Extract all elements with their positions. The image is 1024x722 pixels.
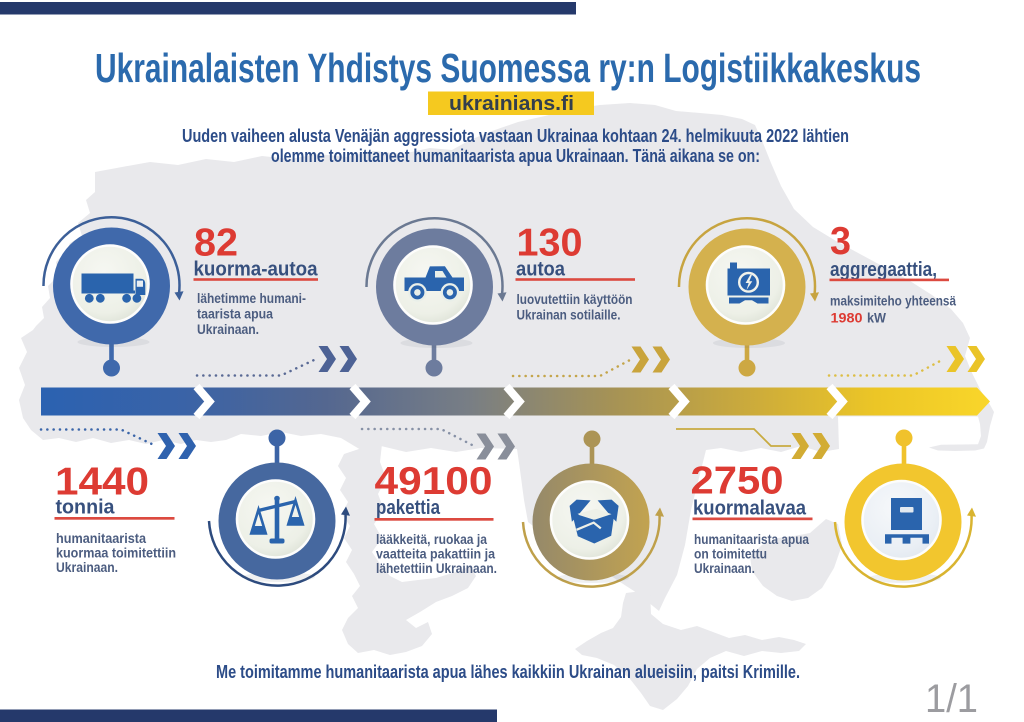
svg-text:lääkkeitä, ruokaa ja: lääkkeitä, ruokaa ja: [376, 531, 487, 547]
svg-text:aggregaattia,: aggregaattia,: [830, 259, 937, 281]
svg-text:olemme toimittaneet humanitaar: olemme toimittaneet humanitaarista apua …: [271, 146, 760, 166]
svg-text:luovutettiin käyttöön: luovutettiin käyttöön: [517, 291, 633, 307]
svg-text:Ukrainalaisten Yhdistys Suomes: Ukrainalaisten Yhdistys Suomessa ry:n Lo…: [95, 45, 921, 91]
svg-text:taarista apua: taarista apua: [197, 306, 273, 322]
svg-text:on toimitettu: on toimitettu: [694, 546, 767, 562]
svg-text:82: 82: [194, 222, 238, 265]
svg-text:Ukrainaan.: Ukrainaan.: [694, 560, 755, 576]
svg-text:1/1: 1/1: [925, 677, 978, 721]
svg-text:kuormaa toimitettiin: kuormaa toimitettiin: [56, 545, 176, 561]
svg-text:lähetettiin Ukrainaan.: lähetettiin Ukrainaan.: [376, 560, 497, 576]
svg-text:humanitaarista: humanitaarista: [56, 530, 146, 546]
svg-text:Ukrainaan.: Ukrainaan.: [197, 321, 259, 337]
svg-text:1440: 1440: [55, 461, 149, 504]
svg-text:pakettia: pakettia: [376, 497, 441, 519]
svg-text:maksimiteho yhteensä: maksimiteho yhteensä: [830, 293, 956, 309]
svg-text:130: 130: [517, 222, 583, 265]
svg-text:1980: 1980: [831, 310, 863, 326]
svg-text:vaatteita pakattiin ja: vaatteita pakattiin ja: [376, 546, 495, 562]
svg-text:kuormalavaa: kuormalavaa: [693, 498, 807, 520]
svg-text:ukrainians.fi: ukrainians.fi: [449, 93, 574, 115]
svg-text:Ukrainaan.: Ukrainaan.: [56, 559, 118, 575]
svg-text:autoa: autoa: [516, 259, 566, 281]
svg-text:kW: kW: [867, 310, 887, 326]
svg-text:humanitaarista apua: humanitaarista apua: [694, 531, 809, 547]
svg-text:2750: 2750: [691, 460, 784, 503]
svg-text:Uuden vaiheen alusta Venäjän a: Uuden vaiheen alusta Venäjän aggressiota…: [182, 126, 849, 146]
svg-text:49100: 49100: [375, 460, 493, 503]
svg-text:kuorma-autoa: kuorma-autoa: [194, 259, 319, 281]
svg-text:Ukrainan sotilaille.: Ukrainan sotilaille.: [517, 307, 621, 323]
svg-text:3: 3: [830, 220, 851, 263]
svg-text:Me toimitamme humanitaarista a: Me toimitamme humanitaarista apua lähes …: [216, 662, 800, 682]
svg-text:lähetimme humani-: lähetimme humani-: [197, 290, 306, 306]
svg-text:tonnia: tonnia: [56, 497, 116, 519]
